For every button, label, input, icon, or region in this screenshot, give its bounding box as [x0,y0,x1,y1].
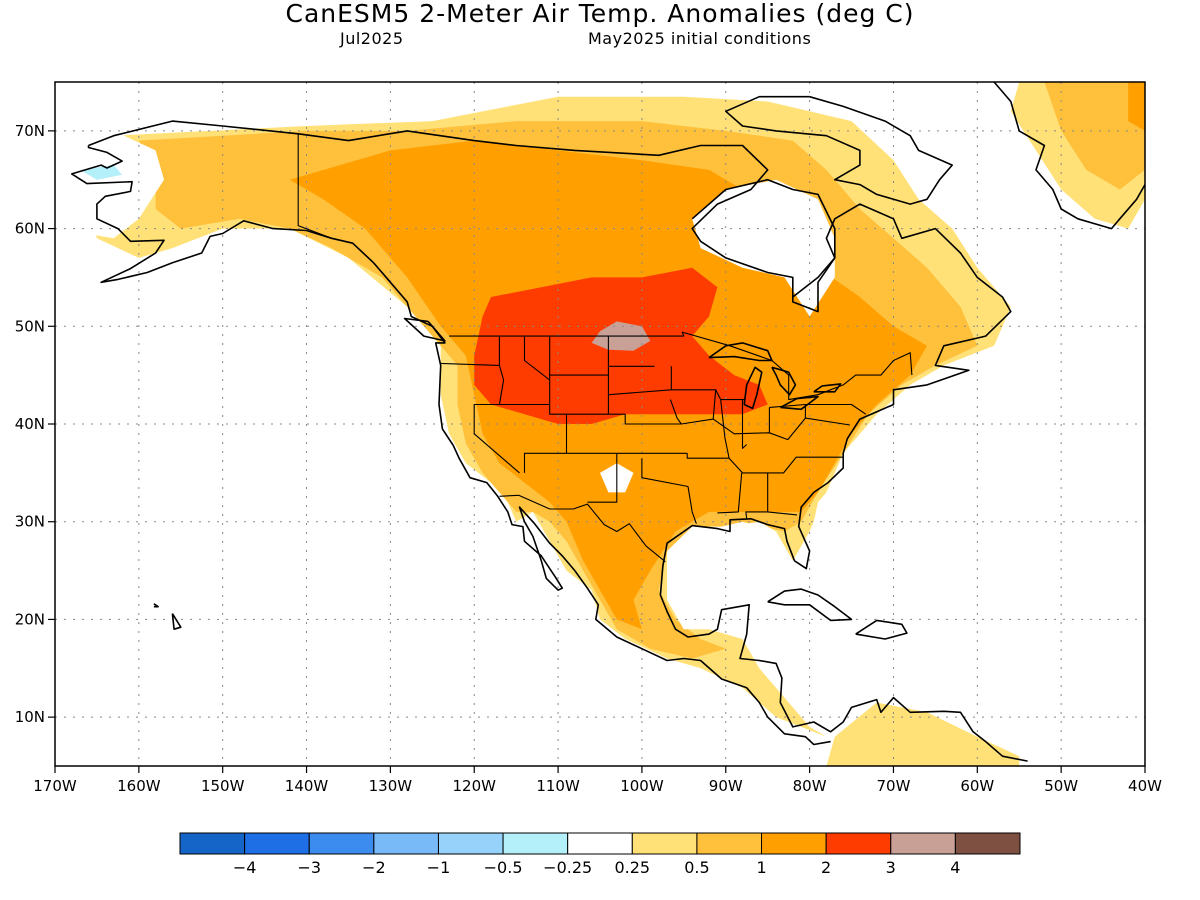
lon-tick-label: 70W [877,777,911,795]
colorbar-swatch [890,832,956,855]
colorbar-swatch [825,832,892,855]
political-border [686,453,844,474]
anomaly-region-greenland-1 [1044,82,1145,190]
coastline-segment [71,145,831,746]
lat-tick-label: 20N [15,610,45,628]
init-conditions-label: May2025 initial conditions [588,29,812,48]
political-border [741,399,748,449]
lon-tick-label: 90W [709,777,743,795]
colorbar-label: 0.25 [614,858,650,877]
colorbar-label: 4 [950,858,960,877]
colorbar-label: −3 [297,858,321,877]
political-border [745,472,769,519]
colorbar-swatch [308,832,375,855]
political-border [669,399,682,425]
coastline-segment [724,95,954,205]
political-border [473,403,520,474]
colorbar: −4 −3 −2 −1 −0.5 −0.25 0.25 0.5 1 2 3 4 [179,832,1021,877]
political-border [498,336,505,405]
map-area [55,82,1145,766]
chart-title: CanESM5 2-Meter Air Temp. Anomalies (deg… [285,0,915,28]
political-border [805,403,867,415]
political-border [587,453,618,503]
political-border [717,472,743,514]
colorbar-swatch [179,832,246,855]
lon-tick-label: 120W [452,777,496,795]
colorbar-swatch [502,832,569,855]
anomaly-region-hudson-bay-neutral [692,179,835,317]
lon-tick-label: 80W [793,777,827,795]
colorbar-swatch [631,832,698,855]
lon-tick-label: 130W [369,777,413,795]
colorbar-swatch [954,832,1021,855]
lon-tick-label: 40W [1128,777,1162,795]
lon-tick-label: 50W [1044,777,1078,795]
political-border [712,389,717,420]
political-border [523,336,551,381]
anomaly-region-west-alaska-neutral [55,130,164,239]
coastline-segment [767,588,853,622]
political-border [720,399,730,459]
coastline-segment [779,395,819,411]
coastline-segment [771,366,797,396]
political-border [440,362,500,366]
coastline-segment [691,178,836,298]
lat-tick-label: 50N [15,317,45,335]
colorbar-label: −0.25 [543,858,592,877]
colorbar-label: −1 [427,858,451,877]
colorbar-swatch [567,832,633,855]
coastline-segment [743,366,763,410]
lon-tick-label: 110W [536,777,580,795]
lon-tick-label: 160W [117,777,161,795]
lat-tick-label: 40N [15,415,45,433]
colorbar-swatch [373,832,439,855]
political-border [499,494,666,563]
coastline-segment [403,317,446,342]
political-border [449,331,913,401]
colorbar-label: −2 [362,858,386,877]
political-border [523,414,568,473]
axis-ticks: 170W 160W 150W 140W 130W 120W 110W 100W 90W 80W 70… [15,122,1162,795]
colorbar-swatch [437,832,504,855]
lat-tick-label: 10N [15,708,45,726]
colorbar-label: 0.5 [684,858,709,877]
coastline-segment [153,603,159,608]
colorbar-label: −0.5 [484,858,523,877]
political-border [641,458,697,524]
coastline-segment [171,613,182,631]
political-border [549,336,609,376]
colorbar-label: −4 [233,858,257,877]
colorbar-label: 3 [886,858,896,877]
lon-tick-label: 170W [33,777,77,795]
coastline-segment [992,82,1145,230]
lon-tick-label: 100W [620,777,664,795]
coastline-segment [88,120,1028,762]
lon-tick-label: 150W [201,777,245,795]
lat-tick-label: 60N [15,220,45,238]
coastline-layer [71,82,1145,762]
anomaly-region-greenland-2 [1128,82,1145,131]
colorbar-swatch [761,832,827,855]
political-border [671,389,745,401]
political-border [767,511,798,516]
lon-tick-label: 140W [285,777,329,795]
lat-tick-label: 70N [15,122,45,140]
coastline-segment [813,383,842,393]
lat-tick-label: 30N [15,513,45,531]
colorbar-swatch [696,832,763,855]
ocean-pacific [55,238,517,766]
lon-tick-label: 60W [960,777,994,795]
political-border [297,133,332,239]
anomaly-region-south-america [826,702,1020,766]
colorbar-label: 2 [821,858,831,877]
colorbar-swatch [244,832,310,855]
graticule [55,82,1145,766]
valid-month-label: Jul2025 [340,29,404,48]
coastline-segment [855,619,908,640]
colorbar-label: 1 [756,858,766,877]
